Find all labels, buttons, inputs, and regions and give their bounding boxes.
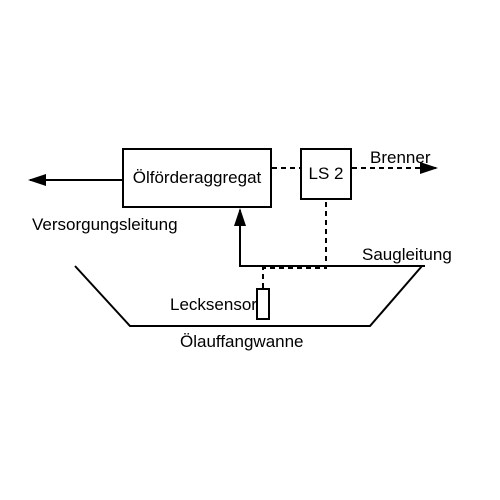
leak-sensor-box [256, 288, 270, 320]
brenner-label: Brenner [370, 148, 430, 168]
ls2-box: LS 2 [300, 148, 352, 200]
pump-unit-label: Ölförderaggregat [133, 168, 262, 188]
leak-sensor-label: Lecksensor [170, 295, 257, 315]
ls2-label: LS 2 [309, 164, 344, 184]
drip-tray-label: Ölauffangwanne [180, 332, 304, 352]
pump-unit-box: Ölförderaggregat [122, 148, 272, 208]
supply-line-label: Versorgungsleitung [32, 215, 178, 235]
leak-sensor-line [263, 200, 326, 288]
suction-line-label: Saugleitung [362, 245, 452, 265]
